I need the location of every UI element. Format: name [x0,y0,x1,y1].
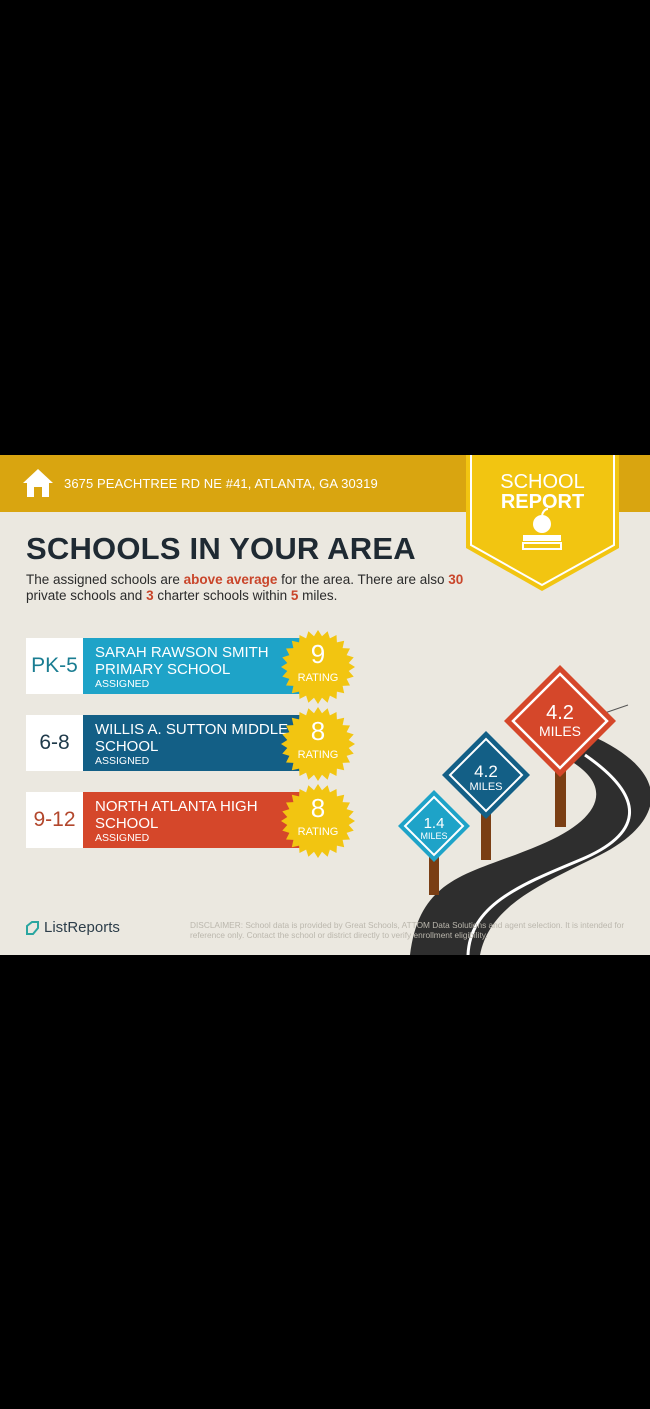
sign-1 [398,790,470,862]
school-bar: NORTH ATLANTA HIGH SCHOOL ASSIGNED [83,792,303,848]
rating-seal-icon [281,630,355,704]
sign-1-unit: MILES [420,831,447,841]
grade-range: 6-8 [26,715,83,771]
road [410,735,650,955]
grade-range: 9-12 [26,792,83,848]
sign-3-unit: MILES [539,723,581,739]
rating-seal-icon [281,784,355,858]
school-bar: SARAH RAWSON SMITH PRIMARY SCHOOL ASSIGN… [83,638,303,694]
private-count: 30 [448,572,464,587]
sign-2-distance: 4.2 [474,762,498,781]
above-average-highlight: above average [183,572,278,587]
seal-shape [281,630,355,704]
rating-value: 8 [310,793,326,823]
miles-radius: 5 [290,588,299,603]
rating-label: RATING [297,672,339,684]
sign-2-unit: MILES [469,781,502,793]
home-icon [23,469,53,497]
logo-text: ListReports [44,919,120,936]
rating-seal-icon [281,707,355,781]
school-status: ASSIGNED [95,678,150,690]
seal-shape [281,707,355,781]
intro-text: The assigned schools are above average f… [26,572,464,603]
school-status: ASSIGNED [95,755,150,767]
charter-count: 3 [146,588,154,603]
seal-shape [281,784,355,858]
property-address: 3675 PEACHTREE RD NE #41, ATLANTA, GA 30… [64,476,378,491]
rating-label: RATING [297,826,339,838]
school-name: NORTH ATLANTA HIGH SCHOOL [95,798,258,832]
listreports-logo[interactable]: ListReports [24,919,120,936]
school-report-card: 1.4 MILES 4.2 MILES 4.2 MILES 3675 PEACH… [0,455,650,955]
sign-2 [442,731,530,819]
school-bar: WILLIS A. SUTTON MIDDLE SCHOOL ASSIGNED [83,715,303,771]
sign-1-distance: 1.4 [424,815,445,832]
rating-value: 9 [310,639,326,669]
badge-title: SCHOOL REPORT [466,472,619,512]
road-line [466,753,631,955]
badge-line-1: SCHOOL [500,471,585,493]
sign-3 [504,665,616,777]
school-name: SARAH RAWSON SMITH PRIMARY SCHOOL [95,644,269,678]
rating-value: 8 [310,716,326,746]
school-status: ASSIGNED [95,832,150,844]
school-row: 9-12 NORTH ATLANTA HIGH SCHOOL ASSIGNED … [26,784,356,858]
page-title: SCHOOLS IN YOUR AREA [26,531,416,566]
road-scene: 1.4 MILES 4.2 MILES 4.2 MILES [398,665,650,955]
grade-range: PK-5 [26,638,83,694]
apple-on-book-icon [522,508,562,550]
disclaimer: DISCLAIMER: School data is provided by G… [190,920,625,940]
school-row: 6-8 WILLIS A. SUTTON MIDDLE SCHOOL ASSIG… [26,707,356,781]
listreports-logo-icon [26,920,39,935]
rating-label: RATING [297,749,339,761]
sign-3-distance: 4.2 [546,702,574,724]
school-report-badge [466,455,619,591]
school-name: WILLIS A. SUTTON MIDDLE SCHOOL [95,721,289,755]
school-row: PK-5 SARAH RAWSON SMITH PRIMARY SCHOOL A… [26,630,356,704]
badge-line-2: REPORT [500,491,585,513]
